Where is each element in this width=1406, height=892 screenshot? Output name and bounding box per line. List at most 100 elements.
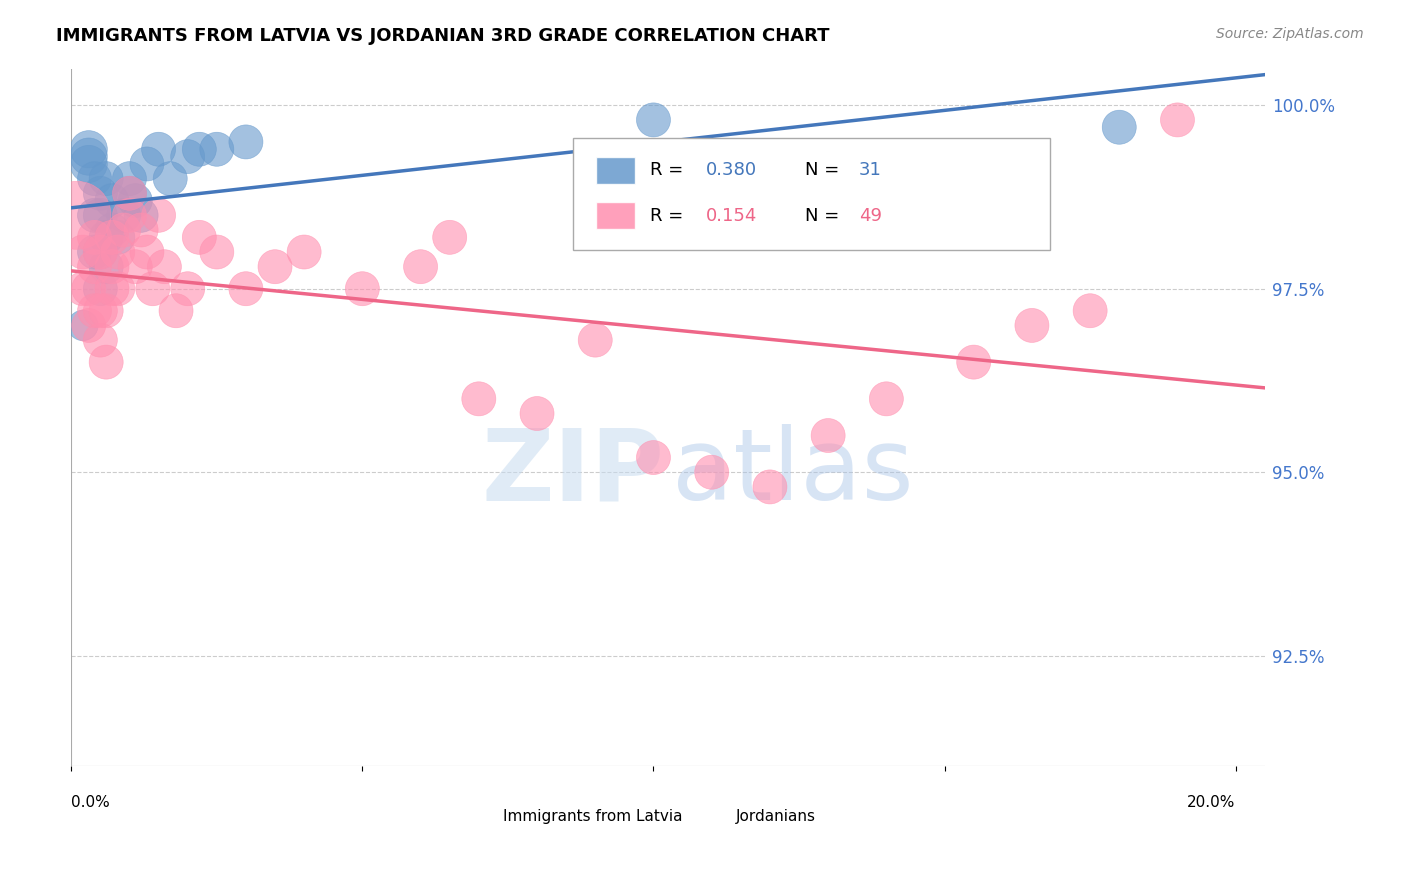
Point xyxy=(643,112,665,127)
Point xyxy=(148,208,170,222)
Point xyxy=(83,303,105,318)
Bar xyxy=(596,202,634,229)
Point xyxy=(176,282,198,296)
Point xyxy=(96,230,118,244)
Text: Jordanians: Jordanians xyxy=(737,809,815,824)
Text: Immigrants from Latvia: Immigrants from Latvia xyxy=(503,809,683,824)
Point xyxy=(89,245,111,260)
Point xyxy=(439,230,461,244)
Point xyxy=(77,157,100,171)
Point xyxy=(89,282,111,296)
Point xyxy=(352,282,374,296)
Point xyxy=(101,230,124,244)
Text: R =: R = xyxy=(650,161,689,179)
Point xyxy=(136,157,159,171)
Point xyxy=(96,260,118,274)
Point xyxy=(72,318,94,333)
Point xyxy=(83,208,105,222)
Point xyxy=(468,392,491,406)
Point xyxy=(142,282,165,296)
Point xyxy=(129,223,152,237)
Point xyxy=(188,230,211,244)
Point xyxy=(1108,120,1130,135)
Point xyxy=(1166,112,1188,127)
Text: 31: 31 xyxy=(859,161,882,179)
Point xyxy=(129,208,152,222)
Text: 0.154: 0.154 xyxy=(706,207,758,225)
Point xyxy=(89,186,111,201)
Point xyxy=(89,333,111,347)
Point xyxy=(77,142,100,156)
Point xyxy=(963,355,986,369)
Text: IMMIGRANTS FROM LATVIA VS JORDANIAN 3RD GRADE CORRELATION CHART: IMMIGRANTS FROM LATVIA VS JORDANIAN 3RD … xyxy=(56,27,830,45)
Point xyxy=(107,245,129,260)
Point xyxy=(188,142,211,156)
Point xyxy=(72,282,94,296)
Point xyxy=(1078,303,1101,318)
Point xyxy=(1021,318,1043,333)
Point xyxy=(292,245,315,260)
Point xyxy=(101,260,124,274)
Text: 0.380: 0.380 xyxy=(706,161,758,179)
Text: Source: ZipAtlas.com: Source: ZipAtlas.com xyxy=(1216,27,1364,41)
Point xyxy=(107,282,129,296)
Point xyxy=(205,142,228,156)
Point xyxy=(66,208,89,222)
Text: R =: R = xyxy=(650,207,689,225)
Point xyxy=(118,208,141,222)
Point xyxy=(159,171,181,186)
Bar xyxy=(465,807,495,827)
Point xyxy=(165,303,187,318)
Point xyxy=(112,223,135,237)
Point xyxy=(89,208,111,222)
Point xyxy=(124,260,146,274)
Text: N =: N = xyxy=(806,161,845,179)
Point xyxy=(89,303,111,318)
Point xyxy=(89,245,111,260)
Text: 0.0%: 0.0% xyxy=(72,795,110,810)
Point xyxy=(118,186,141,201)
Point xyxy=(136,245,159,260)
Point xyxy=(817,428,839,442)
Point xyxy=(235,282,257,296)
Point xyxy=(112,208,135,222)
Point xyxy=(83,245,105,260)
Point xyxy=(643,450,665,465)
Point xyxy=(77,150,100,164)
Point xyxy=(96,171,118,186)
Point xyxy=(176,150,198,164)
Point xyxy=(526,407,548,421)
Point xyxy=(875,392,897,406)
Text: atlas: atlas xyxy=(672,425,914,522)
Point xyxy=(72,245,94,260)
Point xyxy=(409,260,432,274)
Text: 20.0%: 20.0% xyxy=(1187,795,1236,810)
Point xyxy=(77,318,100,333)
Point xyxy=(101,223,124,237)
Point xyxy=(83,230,105,244)
Point xyxy=(96,355,118,369)
Point xyxy=(124,194,146,208)
Point xyxy=(759,480,782,494)
Text: N =: N = xyxy=(806,207,845,225)
Point xyxy=(700,465,723,479)
Point xyxy=(264,260,287,274)
FancyBboxPatch shape xyxy=(572,138,1050,250)
Point xyxy=(148,142,170,156)
Bar xyxy=(596,157,634,184)
Point xyxy=(96,303,118,318)
Point xyxy=(77,282,100,296)
Point xyxy=(107,230,129,244)
Text: ZIP: ZIP xyxy=(482,425,665,522)
Point xyxy=(118,186,141,201)
Point xyxy=(205,245,228,260)
Point xyxy=(583,333,606,347)
Text: 49: 49 xyxy=(859,207,882,225)
Point xyxy=(118,171,141,186)
Point xyxy=(153,260,176,274)
Bar xyxy=(697,807,728,827)
Point xyxy=(101,194,124,208)
Point xyxy=(101,282,124,296)
Point xyxy=(83,260,105,274)
Point xyxy=(83,171,105,186)
